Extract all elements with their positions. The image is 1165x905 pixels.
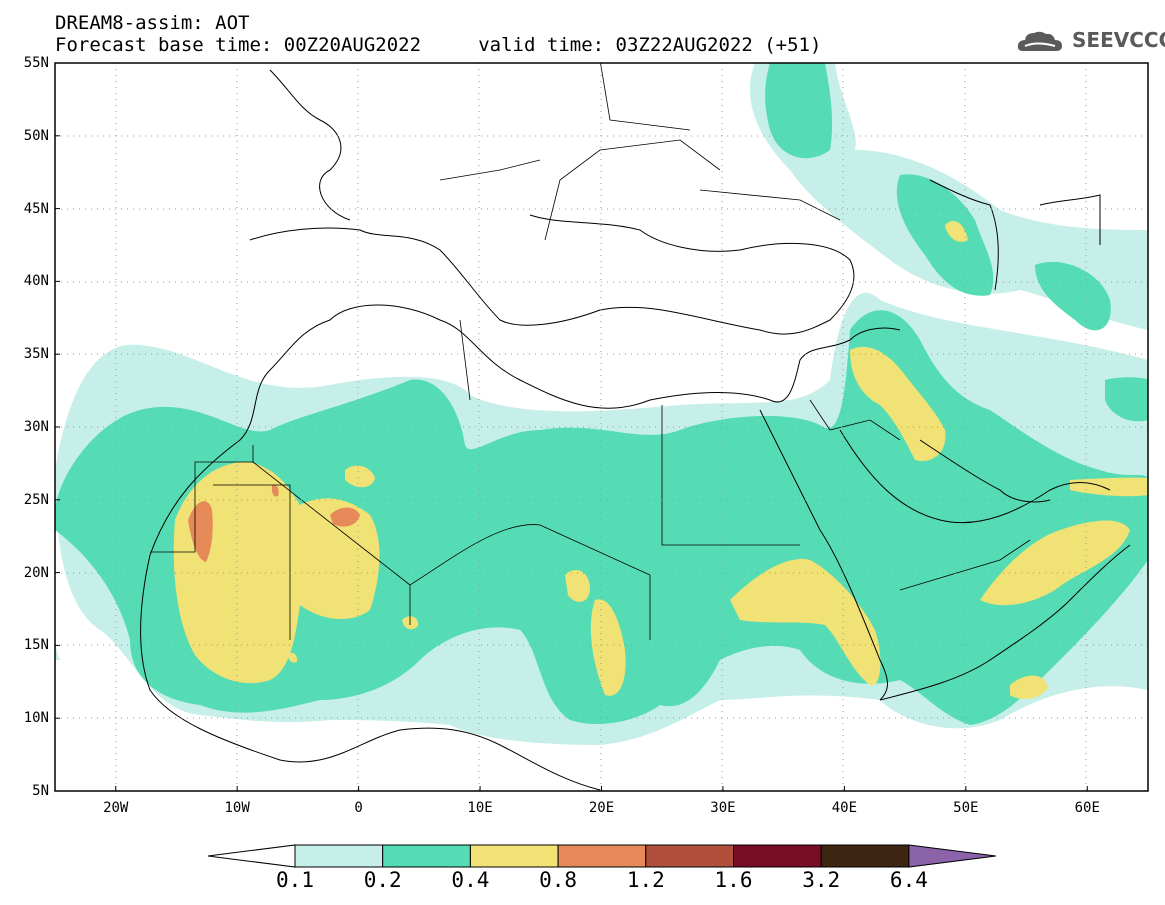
colorbar-max-arrow: [908, 844, 996, 868]
lon-label: 0: [354, 800, 363, 816]
lon-label: 10E: [467, 800, 493, 816]
colorbar-swatch: [820, 844, 910, 868]
lon-label: 10W: [224, 800, 250, 816]
colorbar-swatch: [645, 844, 734, 868]
colorbar-swatch: [733, 844, 822, 868]
lat-label: 25N: [23, 491, 49, 508]
colorbar-label: 3.2: [802, 868, 841, 892]
coastlines: [140, 69, 1131, 791]
lat-label: 55N: [23, 55, 49, 71]
colorbar-label: 0.1: [276, 868, 314, 892]
colorbar-min-arrow: [207, 844, 296, 868]
colorbar-label: 0.4: [451, 868, 490, 892]
lat-label: 5N: [32, 783, 49, 799]
lat-label: 50N: [23, 127, 49, 144]
colorbar-label: 0.2: [363, 868, 402, 892]
colorbar-label: 1.6: [714, 868, 753, 892]
cloud-icon: [1017, 31, 1062, 51]
colorbar-swatch: [469, 844, 559, 868]
colorbar-swatch: [294, 844, 384, 868]
colorbar-label: 1.2: [626, 868, 665, 892]
lat-label: 40N: [23, 273, 49, 290]
colorbar-label: 6.4: [889, 868, 928, 892]
lat-label: 15N: [23, 637, 49, 654]
aot-contour-0.8: [188, 484, 360, 562]
lon-label: 20E: [588, 800, 615, 816]
lat-label: 20N: [23, 564, 49, 581]
lat-label: 10N: [23, 710, 49, 727]
aot-contour-0.4: [173, 220, 1148, 700]
colorbar-swatch: [382, 844, 471, 868]
logo-text: SEEVCCC: [1072, 28, 1165, 52]
borders: [150, 63, 1031, 640]
graticule: [55, 63, 1148, 791]
lon-label: 40E: [831, 800, 858, 816]
aot-contour-0.2: [55, 63, 1148, 725]
chart-title: DREAM8-assim: AOT: [55, 12, 250, 34]
lon-label: 60E: [1074, 800, 1100, 816]
lon-label: 30E: [710, 800, 736, 816]
lat-label: 35N: [23, 346, 49, 363]
lat-label: 30N: [23, 419, 49, 435]
lon-label: 50E: [953, 800, 979, 816]
colorbar-label: 0.8: [539, 868, 578, 892]
lat-label: 45N: [23, 200, 49, 217]
colorbar-swatch: [557, 844, 647, 868]
chart-subtitle: Forecast base time: 00Z20AUG2022 valid t…: [55, 34, 822, 56]
lon-label: 20W: [103, 800, 129, 816]
